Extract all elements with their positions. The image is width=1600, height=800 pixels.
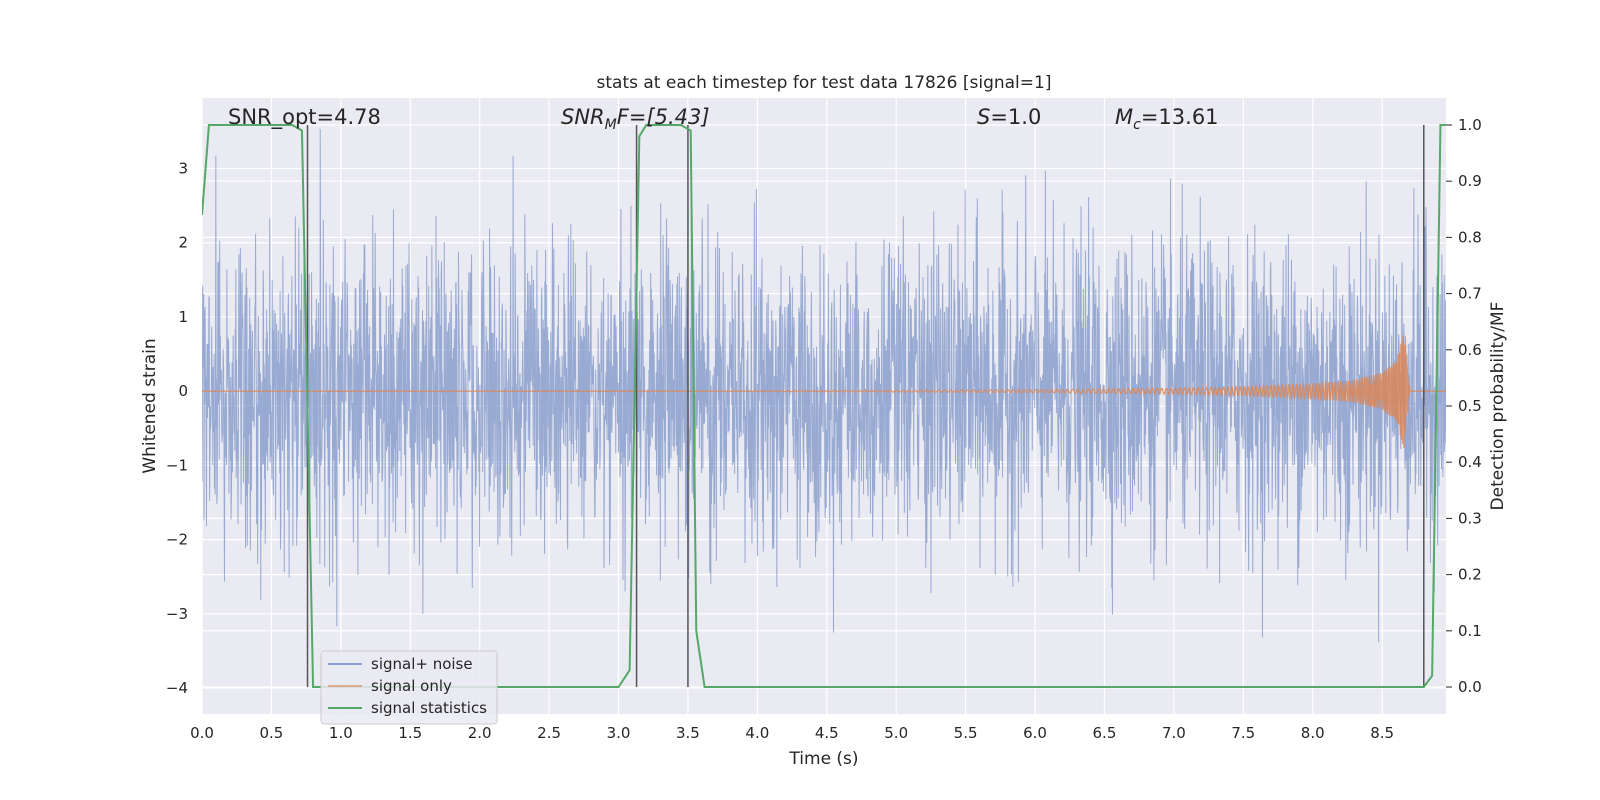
y-axis-ticks: 3 2 1 0 −1 −2 −3 −4: [166, 160, 188, 698]
x-tick-label: 5.5: [954, 724, 978, 742]
y2-tick-label: 0.4: [1458, 453, 1482, 471]
x-tick-label: 8.0: [1301, 724, 1325, 742]
legend-label-signal-statistics: signal statistics: [371, 699, 487, 717]
annotation-snr-mf-main: SNR: [561, 105, 605, 129]
signal-noise-series: [202, 128, 1446, 643]
x-tick-label: 0.0: [190, 724, 214, 742]
y2-tick-label: 0.3: [1458, 509, 1482, 527]
x-tick-label: 1.0: [329, 724, 353, 742]
y-tick-label: −4: [166, 679, 188, 697]
signal-statistics-line: [202, 123, 1446, 689]
x-tick-label: 5.0: [884, 724, 908, 742]
annotation-snr-mf-sub: M: [605, 117, 617, 133]
y-tick-label: 1: [178, 308, 188, 326]
annotation-s-var: S: [977, 105, 990, 129]
x-tick-label: 3.0: [607, 724, 631, 742]
y-tick-label: −1: [166, 456, 188, 474]
y2-tick-label: 0.5: [1458, 397, 1482, 415]
signal-only-line: [202, 335, 1446, 448]
y-tick-label: 3: [178, 160, 188, 178]
annotation-mc-main: M: [1115, 105, 1133, 129]
signal-statistics-series: [202, 123, 1446, 689]
y-tick-label: −3: [166, 605, 188, 623]
x-tick-label: 6.5: [1093, 724, 1117, 742]
x-tick-label: 7.0: [1162, 724, 1186, 742]
legend-label-signal-only: signal only: [371, 677, 452, 695]
y2-tick-label: 0.6: [1458, 341, 1482, 359]
y2-tick-label: 0.7: [1458, 285, 1482, 303]
y2-tick-label: 0.1: [1458, 622, 1482, 640]
x-tick-label: 7.5: [1231, 724, 1255, 742]
y2-tick-label: 1.0: [1458, 116, 1482, 134]
x-tick-label: 1.5: [398, 724, 422, 742]
signal-noise-line: [202, 128, 1446, 643]
legend-label-signal-noise: signal+ noise: [371, 655, 473, 673]
x-axis-label: Time (s): [788, 749, 858, 769]
x-tick-label: 4.0: [745, 724, 769, 742]
x-tick-label: 4.5: [815, 724, 839, 742]
x-tick-label: 2.0: [468, 724, 492, 742]
y2-tick-label: 0.0: [1458, 678, 1482, 696]
legend-box: [320, 650, 498, 725]
annotation-s-value: =1.0: [990, 105, 1041, 129]
annotation-snr-mf-rest: F=[5.43]: [617, 105, 710, 129]
annotation-mc-value: =13.61: [1141, 105, 1219, 129]
y-tick-label: −2: [166, 531, 188, 549]
signal-only-series: [202, 335, 1446, 448]
legend: signal+ noise signal only signal statist…: [320, 650, 498, 725]
y-tick-label: 2: [178, 234, 188, 252]
y2-tick-label: 0.2: [1458, 566, 1482, 584]
annotation-mc-sub: c: [1133, 117, 1141, 133]
y2-tick-label: 0.9: [1458, 172, 1482, 190]
y2-axis-label: Detection probability/MF: [1488, 302, 1508, 511]
x-tick-label: 3.5: [676, 724, 700, 742]
x-axis-ticks: 0.0 0.5 1.0 1.5 2.0 2.5 3.0 3.5 4.0 4.5 5.0 5.5 6.0 6…: [190, 724, 1394, 742]
annotation-mc: Mc=13.61: [1115, 105, 1219, 133]
y2-tick-label: 0.8: [1458, 228, 1482, 246]
annotation-s: S=1.0: [977, 105, 1041, 129]
annotation-snr-mf: SNRMF=[5.43]: [561, 105, 710, 133]
y2-axis-ticks: 1.0 0.9 0.8 0.7 0.6 0.5 0.4 0.3 0.2 0.1 0.0: [1446, 116, 1482, 696]
x-tick-label: 6.0: [1023, 724, 1047, 742]
annotation-snr-opt: SNR_opt=4.78: [228, 105, 381, 130]
y-tick-label: 0: [178, 382, 188, 400]
x-tick-label: 8.5: [1370, 724, 1394, 742]
chart-title: stats at each timestep for test data 178…: [597, 73, 1052, 93]
x-tick-label: 0.5: [259, 724, 283, 742]
x-tick-label: 2.5: [537, 724, 561, 742]
y-axis-label: Whitened strain: [140, 338, 160, 473]
